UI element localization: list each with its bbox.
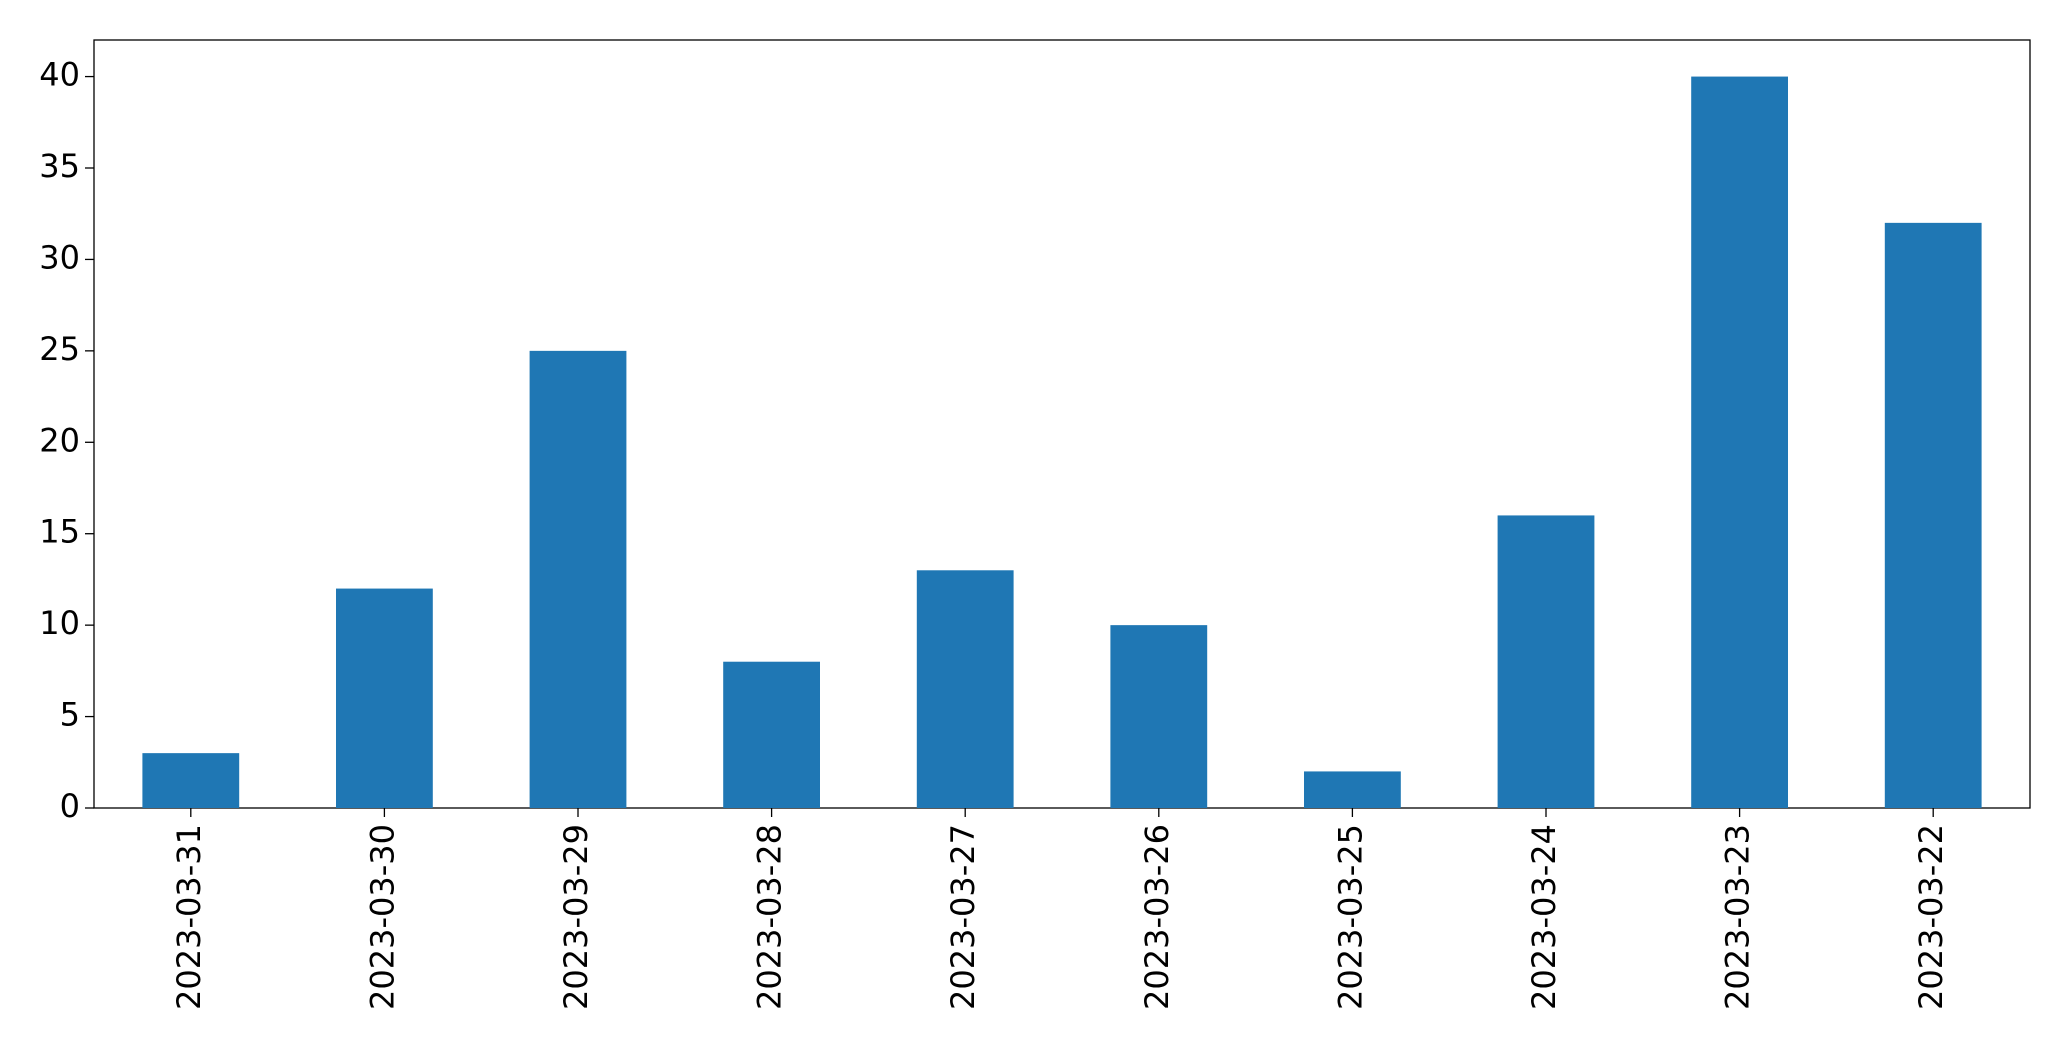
bar <box>1884 222 1982 808</box>
y-tick-label: 35 <box>39 147 80 185</box>
bar <box>1110 625 1208 808</box>
bar <box>723 661 820 808</box>
bar <box>916 570 1014 808</box>
x-tick-label: 2023-03-27 <box>944 824 982 1010</box>
y-tick-label: 30 <box>39 238 80 276</box>
y-tick-label: 20 <box>39 421 80 459</box>
x-tick-label: 2023-03-24 <box>1525 824 1563 1010</box>
x-tick-label: 2023-03-25 <box>1331 824 1369 1010</box>
y-tick-label: 0 <box>60 787 80 825</box>
x-tick-label: 2023-03-29 <box>557 824 595 1010</box>
x-tick-label: 2023-03-22 <box>1912 824 1950 1010</box>
y-tick-label: 5 <box>60 696 80 734</box>
bar <box>1497 515 1595 808</box>
bar <box>1304 771 1401 808</box>
x-tick-label: 2023-03-26 <box>1138 824 1176 1010</box>
x-tick-label: 2023-03-31 <box>170 824 208 1010</box>
axes-frame <box>93 39 2031 809</box>
x-tick-label: 2023-03-28 <box>751 824 789 1010</box>
bar <box>336 588 433 808</box>
x-tick-label: 2023-03-30 <box>363 824 401 1010</box>
y-tick-label: 15 <box>39 513 80 551</box>
x-tick-label: 2023-03-23 <box>1719 824 1757 1010</box>
bar <box>142 753 240 808</box>
bar <box>1691 76 1788 809</box>
y-tick-label: 40 <box>39 56 80 94</box>
bar <box>529 350 627 808</box>
y-tick-label: 25 <box>39 330 80 368</box>
y-tick-label: 10 <box>39 604 80 642</box>
